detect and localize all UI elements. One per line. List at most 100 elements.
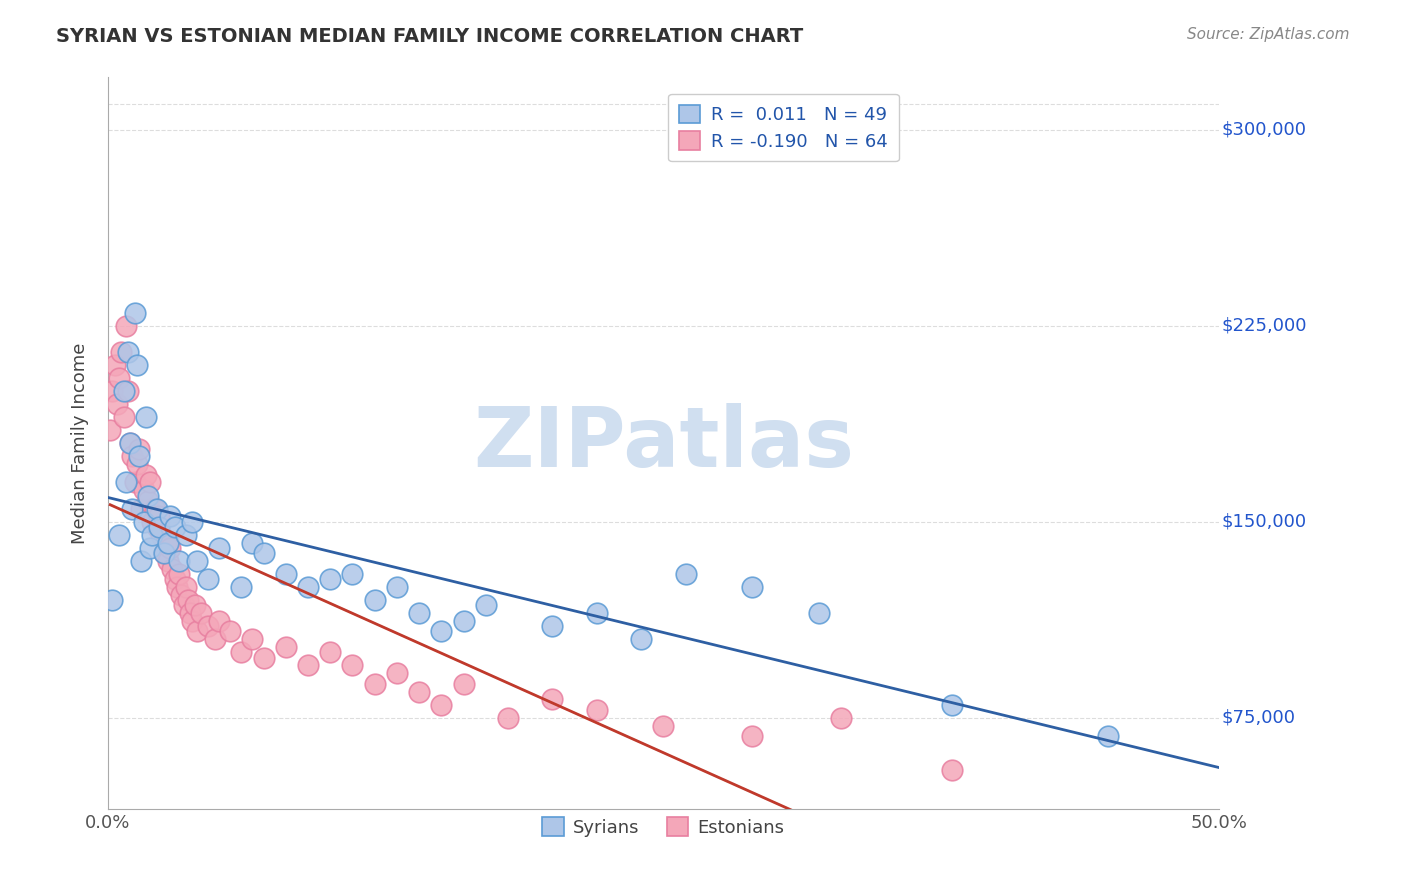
Point — [231, 580, 253, 594]
Point — [319, 572, 342, 586]
Point — [131, 501, 153, 516]
Point — [124, 475, 146, 490]
Point — [148, 509, 170, 524]
Point — [652, 718, 675, 732]
Point — [105, 397, 128, 411]
Point — [173, 599, 195, 613]
Point — [124, 305, 146, 319]
Point — [112, 410, 135, 425]
Point — [110, 344, 132, 359]
Point — [135, 410, 157, 425]
Point — [430, 624, 453, 639]
Point — [121, 501, 143, 516]
Point — [128, 450, 150, 464]
Point — [585, 703, 607, 717]
Point — [120, 436, 142, 450]
Point — [741, 580, 763, 594]
Point — [204, 632, 226, 647]
Point — [139, 541, 162, 555]
Point — [363, 593, 385, 607]
Point — [830, 711, 852, 725]
Point — [541, 692, 564, 706]
Point — [162, 562, 184, 576]
Point — [242, 632, 264, 647]
Text: $225,000: $225,000 — [1222, 317, 1306, 334]
Point — [186, 554, 208, 568]
Point — [155, 535, 177, 549]
Point — [274, 640, 297, 654]
Point — [675, 566, 697, 581]
Point — [98, 423, 121, 437]
Point — [112, 384, 135, 398]
Point — [179, 606, 201, 620]
Point — [474, 599, 496, 613]
Point — [319, 645, 342, 659]
Point — [156, 535, 179, 549]
Point — [125, 457, 148, 471]
Point — [741, 729, 763, 743]
Point — [104, 358, 127, 372]
Point — [363, 676, 385, 690]
Point — [430, 698, 453, 712]
Point — [163, 572, 186, 586]
Point — [297, 658, 319, 673]
Point — [125, 358, 148, 372]
Point — [342, 658, 364, 673]
Point — [150, 527, 173, 541]
Point — [385, 666, 408, 681]
Point — [181, 614, 204, 628]
Point — [152, 546, 174, 560]
Legend: Syrians, Estonians: Syrians, Estonians — [536, 810, 792, 844]
Point — [242, 535, 264, 549]
Point — [174, 527, 197, 541]
Point — [453, 676, 475, 690]
Point — [1097, 729, 1119, 743]
Point — [585, 606, 607, 620]
Text: $150,000: $150,000 — [1222, 513, 1306, 531]
Point — [143, 501, 166, 516]
Point — [297, 580, 319, 594]
Point — [808, 606, 831, 620]
Text: $300,000: $300,000 — [1222, 120, 1306, 138]
Text: SYRIAN VS ESTONIAN MEDIAN FAMILY INCOME CORRELATION CHART: SYRIAN VS ESTONIAN MEDIAN FAMILY INCOME … — [56, 27, 803, 45]
Point — [252, 546, 274, 560]
Point — [197, 619, 219, 633]
Text: ZIPatlas: ZIPatlas — [472, 403, 853, 483]
Point — [181, 515, 204, 529]
Point — [197, 572, 219, 586]
Point — [108, 527, 131, 541]
Point — [121, 450, 143, 464]
Point — [342, 566, 364, 581]
Point — [408, 684, 430, 698]
Point — [166, 580, 188, 594]
Point — [128, 442, 150, 456]
Point — [630, 632, 652, 647]
Y-axis label: Median Family Income: Median Family Income — [72, 343, 89, 544]
Point — [167, 566, 190, 581]
Point — [101, 593, 124, 607]
Point — [141, 527, 163, 541]
Point — [453, 614, 475, 628]
Point — [146, 501, 169, 516]
Point — [139, 475, 162, 490]
Point — [136, 493, 159, 508]
Point — [136, 489, 159, 503]
Text: Source: ZipAtlas.com: Source: ZipAtlas.com — [1187, 27, 1350, 42]
Point — [231, 645, 253, 659]
Point — [252, 650, 274, 665]
Point — [167, 554, 190, 568]
Point — [117, 384, 139, 398]
Point — [152, 546, 174, 560]
Point — [208, 541, 231, 555]
Point — [496, 711, 519, 725]
Point — [141, 515, 163, 529]
Point — [148, 520, 170, 534]
Text: $75,000: $75,000 — [1222, 708, 1295, 727]
Point — [183, 599, 205, 613]
Point — [117, 344, 139, 359]
Point — [159, 541, 181, 555]
Point — [274, 566, 297, 581]
Point — [174, 580, 197, 594]
Point — [190, 606, 212, 620]
Point — [132, 483, 155, 498]
